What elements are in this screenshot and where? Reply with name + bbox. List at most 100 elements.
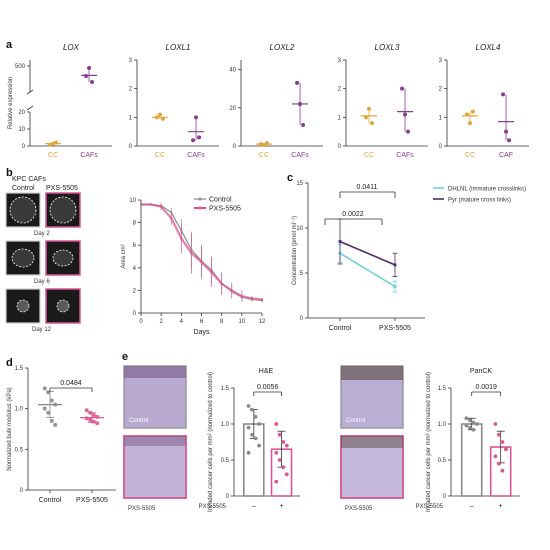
x-tick-label: 6 [200,319,204,325]
data-point [170,216,173,220]
y-tick-label: 0.5 [221,458,230,464]
x-tick-label: – [252,503,256,510]
y-tick-label: 10 [296,226,303,232]
y-tick-label: 2 [129,87,133,93]
data-point [53,422,58,427]
chart-a-loxl1: LOXL1 0 1 2 3 CC CAFs [129,43,219,159]
y-tick-label: 3 [129,58,133,64]
y-tick-label: 10 [18,127,25,133]
y-tick-label: 1.5 [15,366,24,372]
y-tick-label: 0.5 [15,447,24,453]
data-point [246,404,251,408]
pvalue-label: 0.0056 [257,384,279,391]
data-point [257,422,261,426]
data-point [471,427,476,432]
legend-label: Control [209,197,232,204]
panel-b-images: KPC CAFs Control PXS-5505 Day 2 Day 6 Da… [5,176,81,333]
series-line [339,252,396,288]
data-point [180,237,183,240]
data-point [53,140,58,145]
data-point [274,479,279,484]
data-point [470,109,475,114]
y-tick-label: 2 [338,87,342,93]
data-point [250,297,254,300]
data-point [139,203,143,206]
data-point [220,282,223,285]
panel-label-d: d [6,357,13,369]
data-point [281,440,286,444]
data-point [53,402,58,407]
chart-e-panck: PanCK 0 0.5 1.0 1.5 Invaded cancer cells per … [416,368,520,512]
x-tick-label: CAFs [396,152,414,159]
y-tick-label: 0 [443,494,447,500]
data-point [84,74,89,78]
x-tick-label: CAFs [291,152,309,159]
y-tick-label: 20 [18,110,25,116]
chart-a-loxl2: LOXL2 0 20 40 CC CAFs [229,43,323,159]
chart-title: LOXL3 [375,43,400,52]
chart-title: LOX [63,43,80,52]
pvalue-label: 0.0411 [357,184,378,191]
col-label-control: Control [12,185,35,192]
x-tick-label: PXS-5505 [76,497,108,504]
x-tick-label: CAFs [187,152,205,159]
data-point [493,454,498,459]
day-label-2: Day 2 [34,231,50,237]
data-point [338,239,342,244]
chart-title: LOXL1 [166,43,191,52]
data-point [253,414,258,419]
data-point [369,121,374,126]
x-tick-label: PXS-5505 [379,325,411,332]
data-point [49,398,54,403]
data-point [47,142,52,147]
y-tick-label: 0 [233,144,237,150]
x-tick-label: + [279,503,283,510]
y-tick-label: 1.5 [438,386,447,392]
data-point [464,112,469,117]
data-point [149,203,153,206]
data-point [154,115,159,120]
axis-break-mark [26,89,34,95]
y-tick-label: 4 [133,266,137,272]
y-tick-label: 3 [338,58,342,64]
data-point [400,86,405,91]
data-point [497,461,501,466]
data-point [274,450,279,455]
y-tick-label: 3 [439,58,443,64]
x-tick-label: Control [39,497,62,504]
panck-treated-label: PXS-5505 [345,506,373,512]
legend-marker [198,197,202,201]
y-tick-label: 5 [300,271,304,277]
data-point [87,66,92,70]
y-tick-label: 10 [129,198,136,204]
data-point [393,284,397,289]
day-label-12: Day 12 [32,327,52,333]
data-point [260,298,264,301]
y-tick-label: 0 [129,144,133,150]
data-point [240,294,243,298]
data-point [88,410,93,415]
data-point [471,420,476,425]
data-point [406,129,411,134]
x-tick-label: 8 [220,319,224,325]
data-point [190,252,193,255]
data-point [84,416,89,421]
kpc-cafs-header: KPC CAFs [12,176,46,183]
y-tick-label: 15 [296,181,303,187]
data-point [95,414,100,419]
x-tick-label: 10 [238,319,245,325]
data-point [160,116,165,121]
he-treated-label: PXS-5505 [128,506,156,512]
y-tick-label: 8 [133,221,137,227]
chart-a-loxl3: LOXL3 0 1 2 3 CC CAFs [338,43,428,159]
data-point [284,443,289,448]
legend-label: Pyr (mature cross links) [448,198,511,204]
data-point [295,80,300,85]
data-point [468,418,472,423]
data-point [46,410,51,415]
y-tick-label: 0 [338,144,342,150]
y-axis-label: Concentration (pmol ml⁻¹) [292,216,298,285]
x-tick-label: CC [465,152,475,159]
data-point [277,432,282,437]
